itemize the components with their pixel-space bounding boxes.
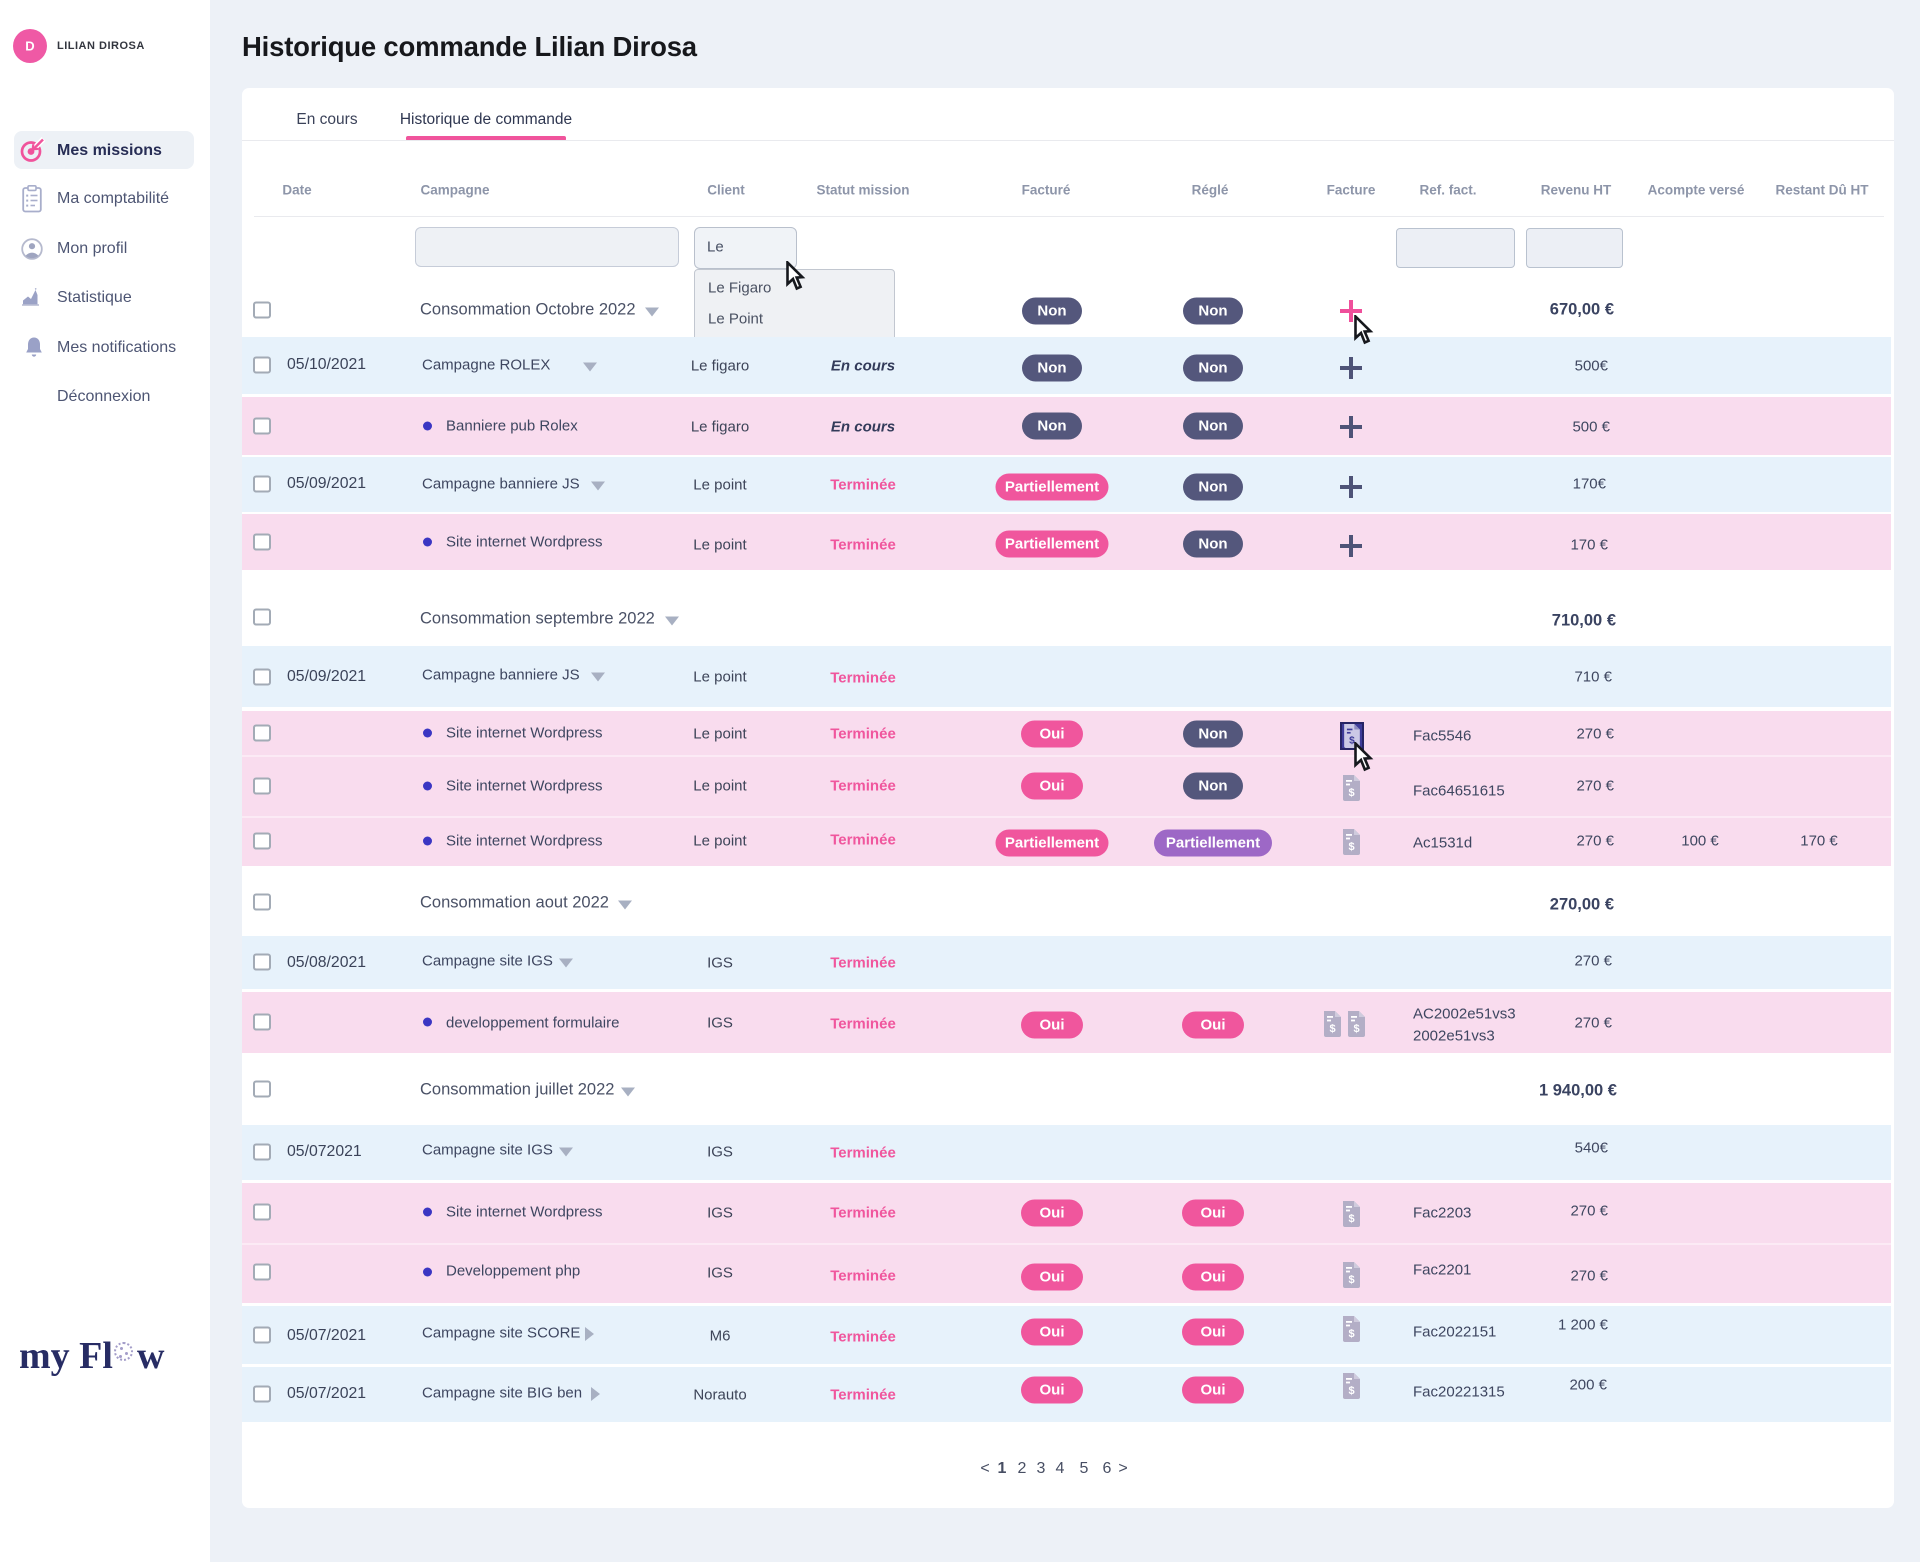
svg-text:$: $ bbox=[1348, 1274, 1354, 1286]
svg-text:$: $ bbox=[1348, 1213, 1354, 1225]
svg-text:$: $ bbox=[1348, 787, 1354, 799]
svg-text:$: $ bbox=[1348, 1328, 1354, 1340]
svg-text:$: $ bbox=[1348, 841, 1354, 853]
svg-text:$: $ bbox=[1353, 1023, 1359, 1035]
svg-text:$: $ bbox=[1348, 1385, 1354, 1397]
svg-text:$: $ bbox=[1349, 735, 1355, 746]
svg-text:$: $ bbox=[1329, 1023, 1335, 1035]
